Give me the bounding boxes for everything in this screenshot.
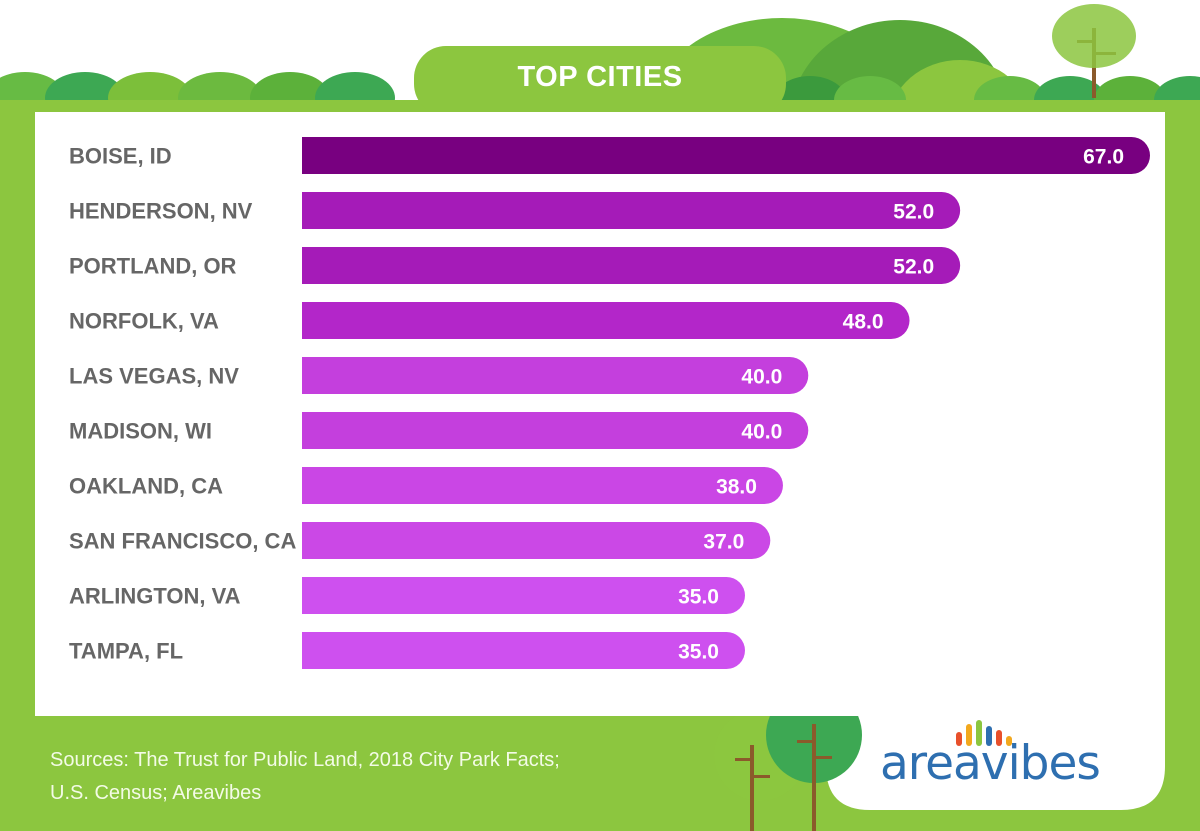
- category-label: NORFOLK, VA: [69, 309, 219, 334]
- logo-panel: [826, 716, 1165, 810]
- category-label: LAS VEGAS, NV: [69, 364, 239, 389]
- brand-logo-bar: [956, 732, 962, 746]
- value-label: 40.0: [741, 366, 782, 389]
- value-label: 52.0: [893, 256, 934, 279]
- bar: [302, 632, 745, 669]
- bar: [302, 577, 745, 614]
- value-label: 67.0: [1083, 146, 1124, 169]
- brand-logo-bar: [986, 726, 992, 746]
- value-label: 40.0: [741, 421, 782, 444]
- bar: [302, 467, 783, 504]
- brand-logo-bar: [1006, 736, 1012, 746]
- brand-logo-bar: [976, 720, 982, 746]
- sources-line-1: Sources: The Trust for Public Land, 2018…: [50, 749, 560, 771]
- category-label: PORTLAND, OR: [69, 254, 237, 279]
- bar: [302, 247, 961, 284]
- sources-note: Sources: The Trust for Public Land, 2018…: [50, 744, 690, 810]
- bar-chart: BOISE, ID HENDERSON, NV PORTLAND, OR NORFOL…: [35, 112, 1165, 716]
- value-labels: 67.0 52.0 52.0 48.0 40.0 40.0 38.0 37.0 35.0 35.0: [678, 146, 1124, 664]
- value-label: 35.0: [678, 586, 719, 609]
- category-label: MADISON, WI: [69, 419, 212, 444]
- chart-panel: BOISE, ID HENDERSON, NV PORTLAND, OR NORFOL…: [35, 112, 1165, 716]
- bar: [302, 137, 1150, 174]
- sources-line-2: U.S. Census; Areavibes: [50, 782, 262, 804]
- value-label: 35.0: [678, 641, 719, 664]
- bars: [302, 137, 1150, 669]
- category-label: SAN FRANCISCO, CA: [69, 529, 296, 554]
- value-label: 52.0: [893, 201, 934, 224]
- brand-logo-bars-icon: [956, 720, 1012, 746]
- tree-top-right: [1052, 4, 1136, 98]
- brand-name: areavibes: [880, 736, 1101, 791]
- category-label: BOISE, ID: [69, 144, 172, 169]
- bar: [302, 412, 809, 449]
- category-label: HENDERSON, NV: [69, 199, 253, 224]
- category-label: TAMPA, FL: [69, 639, 183, 664]
- bar: [302, 357, 809, 394]
- value-label: 37.0: [703, 531, 744, 554]
- bar: [302, 522, 771, 559]
- category-labels: BOISE, ID HENDERSON, NV PORTLAND, OR NORFOL…: [69, 144, 296, 664]
- brand-logo-bar: [966, 724, 972, 746]
- value-label: 38.0: [716, 476, 757, 499]
- bar: [302, 192, 961, 229]
- value-label: 48.0: [843, 311, 884, 334]
- brand-logo: areavibes: [880, 718, 1142, 798]
- brand-logo-bar: [996, 730, 1002, 746]
- chart-title: TOP CITIES: [517, 61, 683, 93]
- bar: [302, 302, 910, 339]
- category-label: OAKLAND, CA: [69, 474, 223, 499]
- category-label: ARLINGTON, VA: [69, 584, 241, 609]
